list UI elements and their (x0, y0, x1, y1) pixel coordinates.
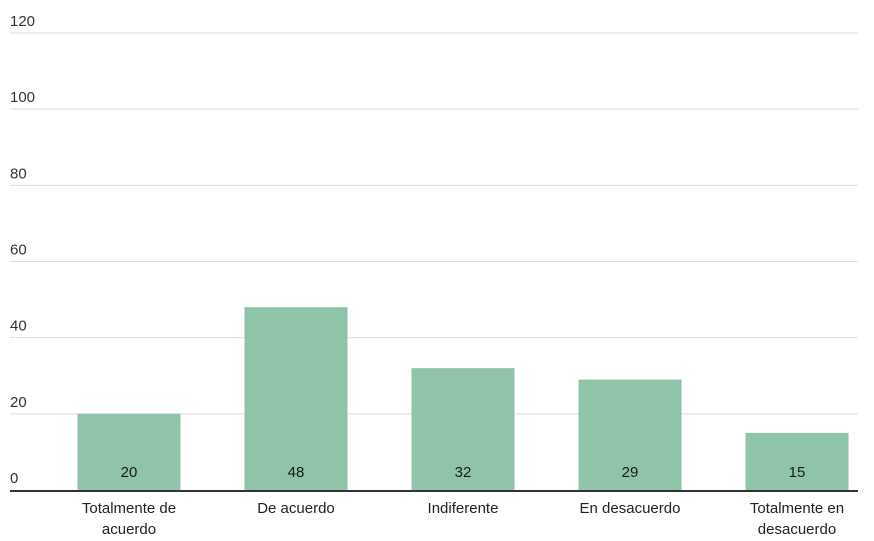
y-tick-label-40: 40 (10, 318, 27, 335)
data-label-4: 29 (622, 464, 639, 481)
data-label-2: 48 (288, 464, 305, 481)
x-category-label-line: De acuerdo (257, 500, 335, 517)
y-tick-label-100: 100 (10, 89, 35, 106)
x-category-label-line: Totalmente en (750, 500, 844, 517)
x-category-label-line: desacuerdo (758, 521, 836, 538)
x-category-label-5: Totalmente en desacuerdo (750, 500, 844, 538)
gridlines (10, 32, 858, 415)
x-category-label-3: Indiferente (428, 500, 499, 517)
x-category-label-4: En desacuerdo (580, 500, 681, 517)
y-tick-label-80: 80 (10, 165, 27, 182)
data-label-3: 32 (455, 464, 472, 481)
bar-2 (244, 307, 348, 490)
x-category-label-line: En desacuerdo (580, 500, 681, 517)
data-label-5: 15 (789, 464, 806, 481)
y-tick-label-0: 0 (10, 470, 18, 487)
bar-5 (745, 432, 849, 490)
y-tick-label-60: 60 (10, 242, 27, 259)
y-axis-tick-labels: 0 20 40 60 80 100 120 (10, 13, 35, 487)
x-category-label-line: Indiferente (428, 500, 499, 517)
x-category-label-1: Totalmente de acuerdo (82, 500, 176, 538)
x-axis-category-labels: Totalmente de acuerdo De acuerdo Indiferent… (82, 500, 844, 538)
data-label-1: 20 (121, 464, 138, 481)
bar-1 (77, 413, 181, 490)
y-tick-label-120: 120 (10, 13, 35, 30)
bar-4 (578, 379, 682, 490)
bars (77, 307, 849, 490)
data-labels: 20 48 32 29 15 (121, 464, 806, 481)
y-tick-label-20: 20 (10, 394, 27, 411)
x-category-label-line: Totalmente de (82, 500, 176, 517)
x-category-label-line: acuerdo (102, 521, 156, 538)
x-category-label-2: De acuerdo (257, 500, 335, 517)
bar-3 (411, 368, 515, 490)
